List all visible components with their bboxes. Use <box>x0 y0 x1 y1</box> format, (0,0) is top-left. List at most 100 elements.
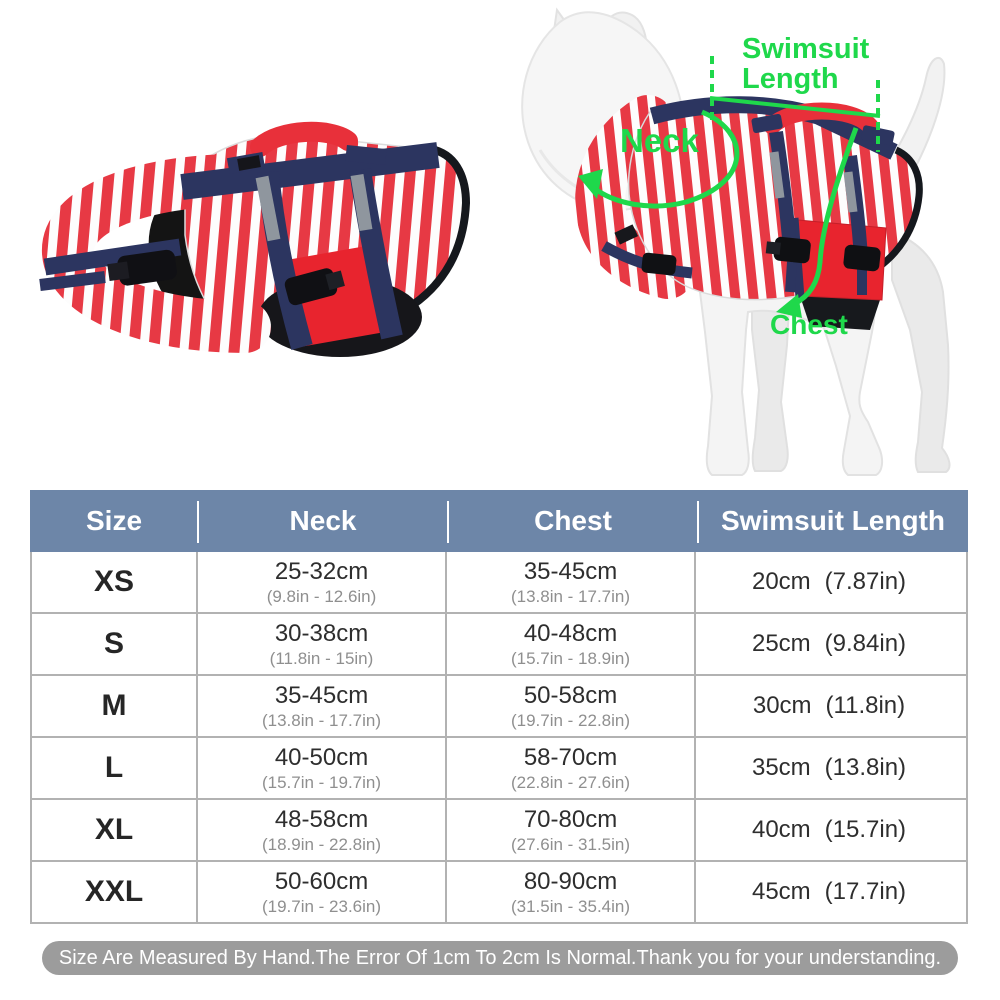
table-row-m: M 35-45cm (13.8in - 17.7in) 50-58cm (19.… <box>32 676 966 738</box>
size-table: Size Neck Chest Swimsuit Length XS 25-32… <box>30 490 968 924</box>
reflective-strip-front <box>255 175 281 242</box>
length-in: (13.8in) <box>824 754 907 781</box>
neck-cell: 30-38cm (11.8in - 15in) <box>198 614 447 674</box>
neck-in: (15.7in - 19.7in) <box>261 772 382 792</box>
neck-label: Neck <box>620 122 699 159</box>
neck-cm: 25-32cm <box>274 557 369 585</box>
life-vest-photo <box>39 121 471 357</box>
buckle-mid <box>284 268 345 306</box>
dog-vest-rear-trim <box>866 146 923 278</box>
length-cm: 40cm <box>751 816 811 843</box>
size-value: S <box>32 614 198 674</box>
length-in: (11.8in) <box>825 692 906 719</box>
chest-cm: 70-80cm <box>523 805 618 833</box>
size-note-banner: Size Are Measured By Hand.The Error Of 1… <box>42 941 958 975</box>
chest-cell: 80-90cm (31.5in - 35.4in) <box>447 862 696 922</box>
chest-cm: 50-58cm <box>523 681 618 709</box>
size-table-body: XS 25-32cm (9.8in - 12.6in) 35-45cm (13.… <box>30 552 968 924</box>
length-in: (17.7in) <box>824 878 907 905</box>
chest-cm: 40-48cm <box>523 619 618 647</box>
table-row-xl: XL 48-58cm (18.9in - 22.8in) 70-80cm (27… <box>32 800 966 862</box>
column-header-neck: Neck <box>197 490 448 552</box>
neck-cell: 40-50cm (15.7in - 19.7in) <box>198 738 447 798</box>
chest-cm: 58-70cm <box>523 743 618 771</box>
dog-buckle-front <box>765 236 811 264</box>
chest-label: Chest <box>770 309 848 340</box>
length-cell: 45cm (17.7in) <box>696 862 962 922</box>
neck-in: (9.8in - 12.6in) <box>266 586 377 606</box>
neck-cm: 50-60cm <box>274 867 369 895</box>
neck-in: (18.9in - 22.8in) <box>261 834 382 854</box>
reflective-strip-rear <box>350 173 373 232</box>
vest-top-band <box>180 142 440 200</box>
swimsuit-length-label: Swimsuit Length <box>742 33 870 96</box>
chest-in: (27.6in - 31.5in) <box>510 834 631 854</box>
size-value: XXL <box>32 862 198 922</box>
neck-cm: 35-45cm <box>274 681 369 709</box>
dog-reflective-front <box>769 151 785 199</box>
chest-cell: 70-80cm (27.6in - 31.5in) <box>447 800 696 860</box>
chest-in: (13.8in - 17.7in) <box>510 586 631 606</box>
size-table-header: Size Neck Chest Swimsuit Length <box>30 490 968 552</box>
chest-in: (31.5in - 35.4in) <box>510 896 631 916</box>
dog-collar-clip <box>614 224 639 245</box>
chest-in: (19.7in - 22.8in) <box>510 710 631 730</box>
vest-rear-trim <box>402 146 471 314</box>
dog-strap-tail-front <box>785 261 797 293</box>
neck-cell: 48-58cm (18.9in - 22.8in) <box>198 800 447 860</box>
handle-strap-right <box>345 144 387 166</box>
column-header-swimsuit-length: Swimsuit Length <box>697 490 968 552</box>
dog-buckle-rear <box>843 244 881 272</box>
table-row-xs: XS 25-32cm (9.8in - 12.6in) 35-45cm (13.… <box>32 552 966 614</box>
neck-cell: 25-32cm (9.8in - 12.6in) <box>198 552 447 612</box>
table-row-xxl: XXL 50-60cm (19.7in - 23.6in) 80-90cm (3… <box>32 862 966 922</box>
neck-in: (11.8in - 15in) <box>269 648 374 668</box>
table-row-s: S 30-38cm (11.8in - 15in) 40-48cm (15.7i… <box>32 614 966 676</box>
size-value: L <box>32 738 198 798</box>
chest-cell: 40-48cm (15.7in - 18.9in) <box>447 614 696 674</box>
size-value: XL <box>32 800 198 860</box>
column-header-size: Size <box>85 505 143 536</box>
length-cm: 25cm <box>751 630 811 657</box>
neck-cell: 50-60cm (19.7in - 23.6in) <box>198 862 447 922</box>
length-cell: 30cm (11.8in) <box>696 676 962 736</box>
dog-handle-strap-left <box>751 113 783 134</box>
dog-mannequin-photo <box>521 7 951 476</box>
chest-in: (22.8in - 27.6in) <box>510 772 631 792</box>
vest-collar-roll <box>42 154 271 353</box>
length-in: (15.7in) <box>824 816 907 843</box>
size-value: M <box>32 676 198 736</box>
length-cell: 40cm (15.7in) <box>696 800 962 860</box>
neck-cm: 30-38cm <box>274 619 369 647</box>
buckle-left <box>107 249 177 286</box>
dog-handle-strap-right <box>861 125 895 146</box>
chest-cell: 50-58cm (19.7in - 22.8in) <box>447 676 696 736</box>
dog-front-leg-far <box>751 280 792 472</box>
neck-in: (19.7in - 23.6in) <box>261 896 382 916</box>
length-cell: 35cm (13.8in) <box>696 738 962 798</box>
dog-hind-leg-far <box>891 230 951 473</box>
length-cm: 35cm <box>751 754 811 781</box>
length-in: (7.87in) <box>824 568 907 595</box>
dog-reflective-rear <box>843 171 858 213</box>
table-row-l: L 40-50cm (15.7in - 19.7in) 58-70cm (22.… <box>32 738 966 800</box>
length-in: (9.84in) <box>824 630 907 657</box>
chest-arrow <box>776 127 859 318</box>
chest-in: (15.7in - 18.9in) <box>510 648 631 668</box>
dog-chest-buckle <box>641 252 677 276</box>
size-value: XS <box>32 552 198 612</box>
neck-cm: 48-58cm <box>274 805 369 833</box>
chest-cell: 58-70cm (22.8in - 27.6in) <box>447 738 696 798</box>
chest-cm: 35-45cm <box>523 557 618 585</box>
left-webbing <box>43 238 182 276</box>
length-cell: 20cm (7.87in) <box>696 552 962 612</box>
neck-cm: 40-50cm <box>274 743 369 771</box>
neck-cell: 35-45cm (13.8in - 17.7in) <box>198 676 447 736</box>
neck-arrow <box>578 109 740 209</box>
length-cm: 45cm <box>751 878 811 905</box>
chest-cell: 35-45cm (13.8in - 17.7in) <box>447 552 696 612</box>
chest-cm: 80-90cm <box>523 867 618 895</box>
vest-handle <box>250 121 358 157</box>
handle-clip <box>237 155 261 171</box>
